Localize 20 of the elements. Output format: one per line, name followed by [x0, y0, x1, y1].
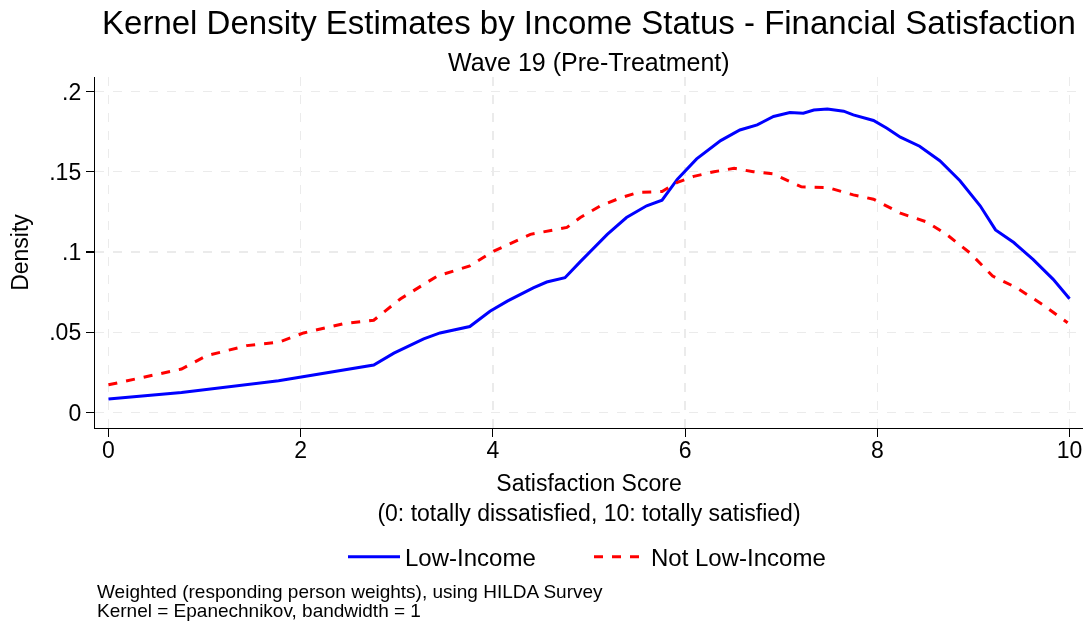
y-tick-label: .15 — [49, 158, 82, 185]
line-series — [106, 166, 1070, 387]
x-tick-label: 10 — [1056, 436, 1083, 463]
chart-subtitle: Wave 19 (Pre-Treatment) — [448, 48, 730, 76]
x-tick-label: 8 — [870, 436, 884, 463]
chart-title: Kernel Density Estimates by Income Status - Financial Satisfaction — [102, 3, 1076, 41]
y-axis-title: Density — [6, 213, 33, 291]
y-tick-label: .05 — [49, 319, 82, 346]
line-series — [106, 107, 1072, 401]
x-tick-label: 0 — [102, 436, 115, 463]
y-tick-label: .2 — [62, 78, 82, 105]
x-tick-label: 4 — [486, 436, 500, 463]
legend-label: Low-Income — [405, 544, 536, 572]
y-tick-label: 0 — [68, 399, 82, 426]
x-tick-label: 6 — [678, 436, 692, 463]
legend-label: Not Low-Income — [651, 544, 826, 572]
y-tick-label: .1 — [62, 239, 82, 266]
x-axis-title: Satisfaction Score (0: totally dissatisfied, 10: totally satisfied) — [377, 470, 801, 527]
text: Weighted (responding person weights), using HILDA Survey — [97, 581, 604, 602]
x-tick-label: 2 — [294, 436, 308, 463]
